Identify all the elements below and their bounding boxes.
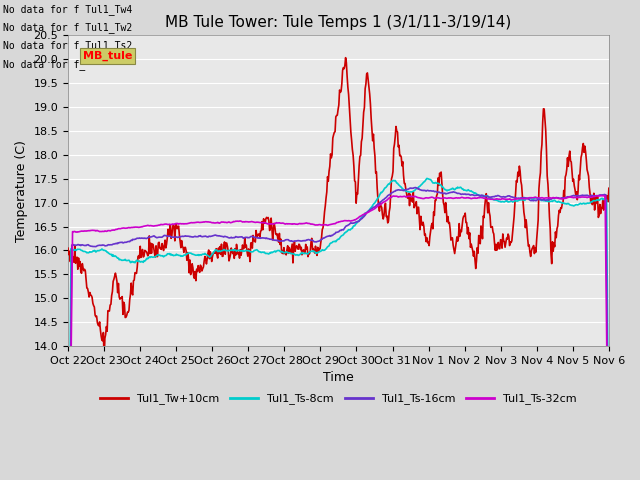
Text: MB_tule: MB_tule [83, 51, 132, 61]
Tul1_Ts-16cm [213, 233, 221, 239]
Tul1_Ts-32cm [130, 224, 138, 230]
Tul1_Ts-16cm [412, 185, 419, 191]
Tul1_Ts-8cm [213, 248, 221, 253]
Tul1_Ts-8cm [74, 246, 82, 252]
Tul1_Tw+10cm [214, 255, 221, 261]
Tul1_Tw+10cm [74, 266, 82, 272]
Tul1_Ts-16cm [130, 237, 138, 242]
Tul1_Ts-8cm [404, 189, 412, 194]
Title: MB Tule Tower: Tule Temps 1 (3/1/11-3/19/14): MB Tule Tower: Tule Temps 1 (3/1/11-3/19… [165, 15, 511, 30]
Tul1_Ts-8cm [423, 176, 431, 181]
Line: Tul1_Ts-16cm: Tul1_Ts-16cm [68, 188, 609, 480]
Text: No data for f Tul1_Ts2: No data for f Tul1_Ts2 [3, 40, 132, 51]
Tul1_Tw+10cm [186, 270, 193, 276]
Text: No data for f Tul1_Tw4: No data for f Tul1_Tw4 [3, 4, 132, 15]
Tul1_Ts-8cm [184, 251, 192, 256]
Tul1_Ts-32cm [420, 196, 428, 202]
Y-axis label: Temperature (C): Temperature (C) [15, 140, 28, 241]
Tul1_Ts-32cm [184, 220, 192, 226]
Legend: Tul1_Tw+10cm, Tul1_Ts-8cm, Tul1_Ts-16cm, Tul1_Ts-32cm: Tul1_Tw+10cm, Tul1_Ts-8cm, Tul1_Ts-16cm,… [96, 389, 581, 409]
X-axis label: Time: Time [323, 372, 354, 384]
Tul1_Ts-8cm [130, 260, 138, 265]
Tul1_Ts-8cm [420, 179, 428, 185]
Tul1_Tw+10cm [131, 277, 138, 283]
Tul1_Ts-32cm [213, 220, 221, 226]
Tul1_Tw+10cm [100, 358, 108, 364]
Tul1_Ts-32cm [404, 193, 412, 199]
Text: No data for f Tul1_Tw2: No data for f Tul1_Tw2 [3, 22, 132, 33]
Line: Tul1_Ts-32cm: Tul1_Ts-32cm [68, 195, 609, 480]
Tul1_Ts-16cm [404, 186, 412, 192]
Tul1_Tw+10cm [406, 203, 413, 208]
Tul1_Tw+10cm [422, 231, 429, 237]
Text: No data for f_: No data for f_ [3, 59, 86, 70]
Tul1_Ts-16cm [184, 233, 192, 239]
Tul1_Ts-16cm [74, 242, 82, 248]
Tul1_Ts-32cm [596, 192, 604, 198]
Line: Tul1_Tw+10cm: Tul1_Tw+10cm [68, 58, 609, 361]
Tul1_Tw+10cm [605, 185, 612, 191]
Tul1_Ts-32cm [74, 229, 82, 235]
Tul1_Tw+10cm [64, 245, 72, 251]
Tul1_Ts-16cm [420, 188, 428, 193]
Line: Tul1_Ts-8cm: Tul1_Ts-8cm [68, 179, 609, 480]
Tul1_Tw+10cm [342, 55, 349, 60]
